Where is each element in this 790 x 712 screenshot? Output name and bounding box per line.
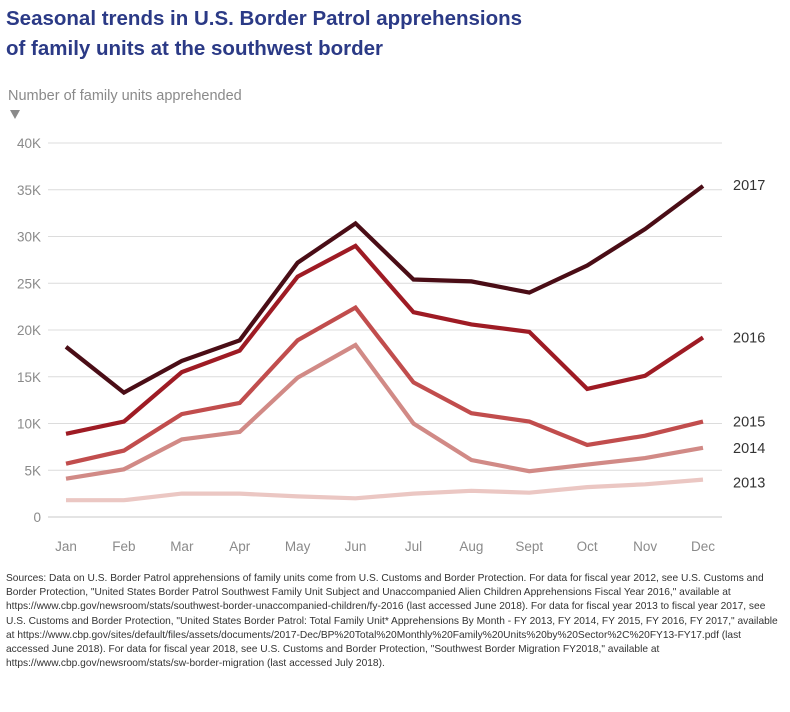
series-label-2013: 2013 bbox=[733, 475, 765, 491]
y-axis-ticks: 0 5K 10K 15K 20K 25K 30K 35K 40K bbox=[17, 136, 41, 525]
x-tick-label: Feb bbox=[112, 539, 135, 554]
chart-title: Seasonal trends in U.S. Border Patrol ap… bbox=[6, 4, 776, 64]
x-tick-label: Jul bbox=[405, 539, 422, 554]
gridlines bbox=[48, 142, 722, 518]
x-tick-label: Apr bbox=[229, 539, 251, 554]
y-tick-label: 0 bbox=[33, 510, 41, 525]
series-line-2014 bbox=[65, 342, 704, 481]
x-axis-ticks: Jan Feb Mar Apr May Jun Jul Aug Sept Oct Nov Dec bbox=[55, 539, 715, 554]
chart-title-line-1: Seasonal trends in U.S. Border Patrol ap… bbox=[6, 7, 523, 30]
x-tick-label: Mar bbox=[170, 539, 194, 554]
series-lines bbox=[64, 184, 705, 503]
line-chart: Number of family units apprehended 0 5K 10… bbox=[8, 88, 765, 554]
series-label-2015: 2015 bbox=[733, 415, 765, 431]
x-tick-label: Sept bbox=[515, 539, 543, 554]
y-tick-label: 35K bbox=[17, 183, 41, 198]
series-line-2013 bbox=[66, 477, 704, 503]
y-tick-label: 40K bbox=[17, 136, 41, 151]
y-tick-label: 5K bbox=[24, 463, 41, 478]
x-tick-label: Aug bbox=[459, 539, 483, 554]
x-tick-label: Dec bbox=[691, 539, 715, 554]
x-tick-label: Oct bbox=[577, 539, 598, 554]
series-labels: 2013 2014 2015 2016 2017 bbox=[733, 178, 765, 491]
y-tick-label: 15K bbox=[17, 370, 41, 385]
sources-note: Sources: Data on U.S. Border Patrol appr… bbox=[6, 573, 778, 670]
down-arrow-icon bbox=[10, 110, 20, 119]
x-tick-label: Jun bbox=[345, 539, 367, 554]
y-tick-label: 10K bbox=[17, 417, 41, 432]
chart-title-line-2: of family units at the southwest border bbox=[6, 37, 384, 60]
series-line-2017 bbox=[64, 184, 705, 396]
series-label-2017: 2017 bbox=[733, 178, 765, 194]
y-tick-label: 25K bbox=[17, 276, 41, 291]
y-tick-label: 20K bbox=[17, 323, 41, 338]
series-label-2014: 2014 bbox=[733, 441, 765, 457]
y-axis-label: Number of family units apprehended bbox=[8, 88, 242, 104]
x-tick-label: May bbox=[285, 539, 311, 554]
series-line-2016 bbox=[65, 243, 705, 436]
x-tick-label: Jan bbox=[55, 539, 77, 554]
y-tick-label: 30K bbox=[17, 230, 41, 245]
series-label-2016: 2016 bbox=[733, 330, 765, 346]
series-line-2015 bbox=[65, 304, 704, 466]
x-tick-label: Nov bbox=[633, 539, 657, 554]
